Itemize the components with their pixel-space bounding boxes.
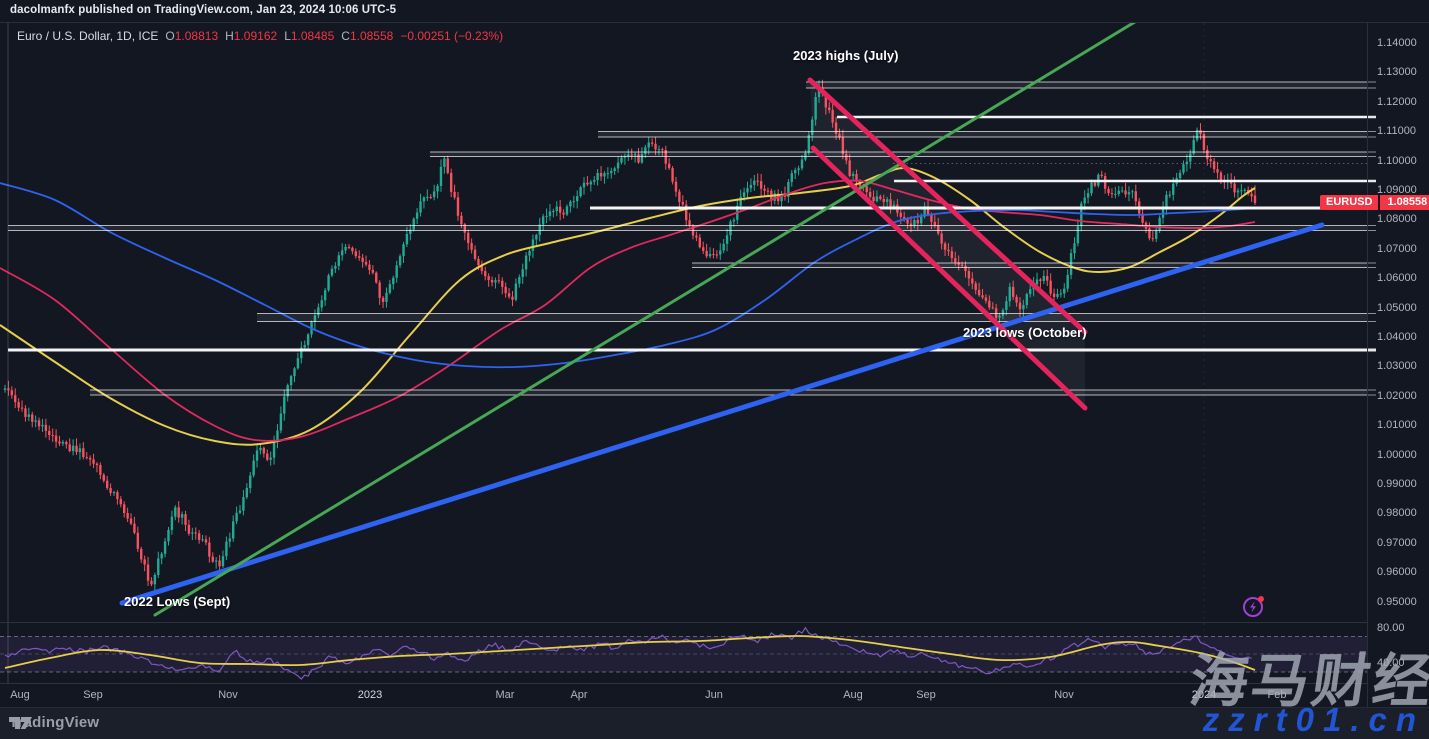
price-axis-border	[1367, 22, 1368, 707]
open-value: 1.08813	[174, 29, 219, 43]
close-label: C	[341, 29, 350, 43]
time-axis-label: Aug	[10, 689, 30, 701]
price-axis-label: 0.99000	[1377, 478, 1417, 490]
time-axis-label: 2024	[1191, 689, 1217, 701]
price-axis-label: 1.05000	[1377, 301, 1417, 314]
time-axis-label: Sep	[916, 689, 936, 701]
price-axis-label: 0.96000	[1377, 566, 1417, 579]
oscillator-layer	[0, 626, 1367, 680]
footer-bar	[0, 708, 1429, 739]
time-axis-label: Jun	[705, 689, 723, 701]
rsi-ma-line	[4, 635, 1256, 671]
oscillator-pane-separator[interactable]	[0, 622, 1367, 623]
symbol-badge: EURUSD	[1320, 195, 1379, 211]
trendline-down-channel-upper[interactable]	[807, 77, 1088, 335]
close-value: 1.08558	[349, 29, 394, 43]
price-axis-label: 1.06000	[1377, 272, 1417, 285]
price-axis-label: 1.03000	[1377, 360, 1417, 373]
price-axis-label: 1.12000	[1377, 95, 1417, 108]
trendline-down-channel-lower[interactable]	[810, 145, 1088, 411]
time-axis-label: Feb	[1267, 689, 1287, 701]
high-value: 1.09162	[233, 29, 278, 43]
oscillator-scale-40: 40.00	[1377, 657, 1405, 669]
price-axis-label: 1.02000	[1377, 389, 1417, 402]
price-axis-label: 1.04000	[1377, 331, 1417, 343]
sr-band	[430, 152, 1367, 157]
text-annotation[interactable]: 2022 Lows (Sept)	[124, 594, 231, 609]
last-price-badge: EURUSD 1.08558	[1320, 195, 1429, 211]
time-axis-label: 2023	[357, 689, 383, 701]
price-badge-value: 1.08558	[1380, 195, 1429, 211]
trendline-uptrend-from-2022-lows[interactable]	[119, 222, 1325, 606]
low-label: L	[284, 29, 291, 43]
tradingview-logo-icon	[9, 717, 32, 729]
text-annotation[interactable]: 2023 highs (July)	[793, 48, 899, 63]
sr-zones-layer[interactable]	[8, 81, 1367, 396]
tradingview-logo[interactable]: TradingView	[9, 714, 99, 731]
price-axis-label: 1.00000	[1377, 448, 1417, 461]
sr-band	[8, 225, 1367, 231]
symbol-title[interactable]: Euro / U.S. Dollar, 1D, ICE	[17, 29, 159, 43]
time-axis-label: Mar	[495, 689, 515, 701]
price-axis-label: 0.95000	[1377, 595, 1417, 608]
price-axis-label: 1.10000	[1377, 154, 1417, 167]
sr-band	[257, 313, 1367, 322]
footer-separator	[0, 707, 1429, 708]
tradingview-logo-text: TradingView	[9, 714, 100, 731]
price-axis-label: 1.07000	[1377, 242, 1417, 255]
time-axis-label: Sep	[83, 689, 103, 701]
attribution-text: dacolmanfx published on TradingView.com,…	[10, 4, 397, 16]
low-value: 1.08485	[290, 29, 335, 43]
price-axis-label: 1.08000	[1377, 213, 1417, 226]
price-axis-label: 1.09000	[1377, 184, 1417, 196]
time-axis-label: Apr	[570, 689, 588, 701]
high-label: H	[225, 29, 234, 43]
notification-dot	[1258, 596, 1264, 602]
text-annotation[interactable]: 2023 lows (October)	[963, 325, 1087, 340]
oscillator-scale-80: 80.00	[1377, 622, 1405, 634]
symbol-legend[interactable]: Euro / U.S. Dollar, 1D, ICE O1.08813 H1.…	[17, 29, 503, 43]
price-axis-label: 1.01000	[1377, 419, 1417, 432]
change-value: −0.00251 (−0.23%)	[400, 29, 504, 43]
price-axis-label: 0.98000	[1377, 507, 1417, 520]
price-axis-label: 0.97000	[1377, 536, 1417, 549]
time-axis-separator	[0, 683, 1367, 684]
channel-highlight-box[interactable]	[810, 80, 1085, 408]
sr-band	[90, 390, 1367, 395]
time-axis-label: Nov	[1054, 689, 1074, 701]
time-axis-label: Nov	[218, 689, 238, 701]
ma-pink	[0, 179, 1256, 442]
trendline-steep-uptrend[interactable]	[153, 14, 1148, 617]
pane-border	[0, 22, 1429, 23]
lightning-boost-icon[interactable]	[1239, 592, 1269, 622]
sr-band	[598, 131, 1367, 137]
rsi-line	[4, 626, 1252, 680]
price-axis-label: 1.14000	[1377, 37, 1417, 49]
price-axis-label: 1.13000	[1377, 66, 1417, 79]
time-axis-label: Aug	[843, 689, 863, 701]
ma-yellow	[0, 166, 1256, 446]
sr-band	[806, 82, 1367, 88]
sr-band	[692, 263, 1367, 268]
open-label: O	[165, 29, 175, 43]
watermark-url: zzrt01.cn	[1202, 701, 1425, 738]
ma-blue	[0, 182, 1256, 369]
price-axis-label: 1.11000	[1377, 125, 1416, 138]
